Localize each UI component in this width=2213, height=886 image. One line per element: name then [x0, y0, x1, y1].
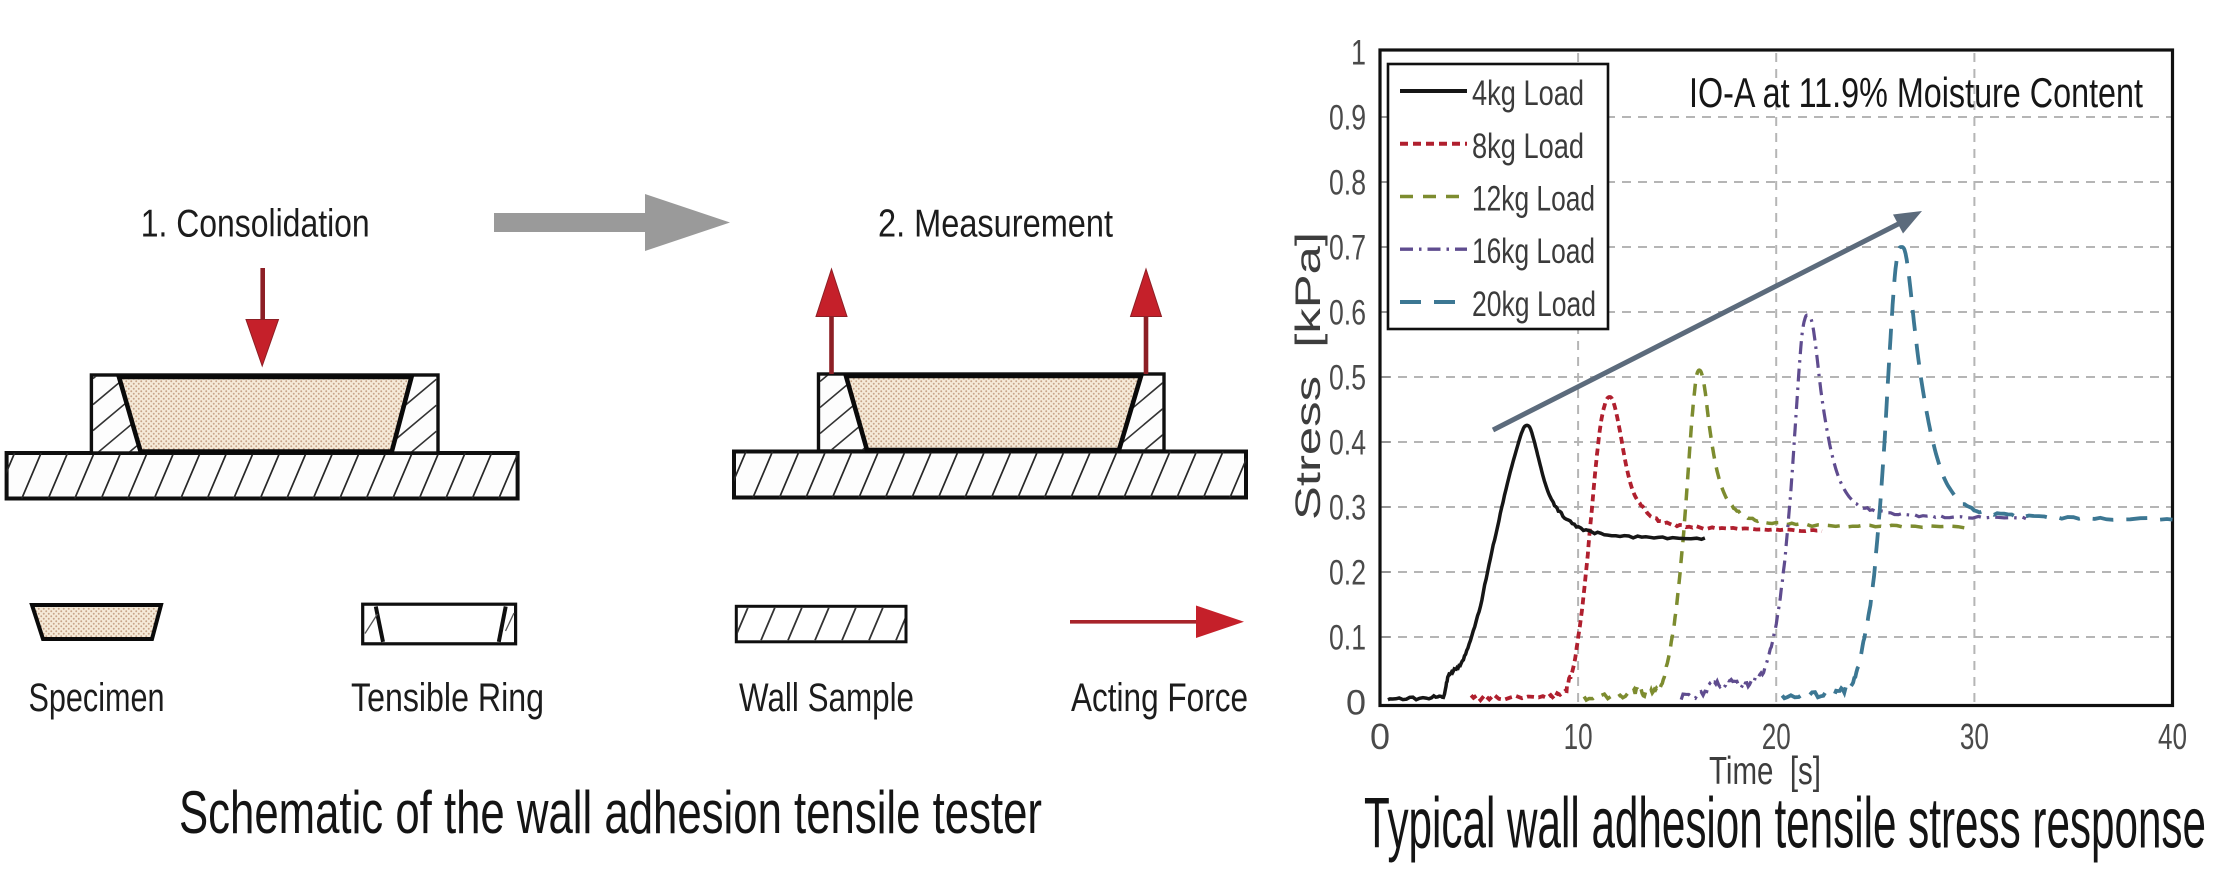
svg-text:0.8: 0.8 — [1329, 163, 1366, 203]
svg-text:8kg Load: 8kg Load — [1472, 127, 1584, 166]
svg-text:0.7: 0.7 — [1329, 228, 1366, 268]
svg-text:Schematic of the wall adhesion: Schematic of the wall adhesion tensile t… — [179, 779, 1042, 846]
svg-text:4kg Load: 4kg Load — [1472, 74, 1584, 113]
svg-text:Tensible Ring: Tensible Ring — [351, 676, 544, 720]
svg-text:IO-A at 11.9% Moisture Content: IO-A at 11.9% Moisture Content — [1689, 69, 2143, 116]
svg-text:10: 10 — [1564, 716, 1593, 757]
svg-text:0.5: 0.5 — [1329, 358, 1366, 398]
svg-text:16kg Load: 16kg Load — [1472, 232, 1595, 271]
svg-text:1. Consolidation: 1. Consolidation — [141, 202, 370, 245]
svg-text:0.9: 0.9 — [1329, 98, 1366, 138]
svg-text:20kg Load: 20kg Load — [1472, 285, 1596, 324]
svg-text:0.6: 0.6 — [1329, 293, 1366, 333]
svg-text:Typical wall adhesion tensile: Typical wall adhesion tensile stress res… — [1364, 785, 2206, 864]
svg-text:Acting Force: Acting Force — [1071, 676, 1248, 720]
svg-text:0.4: 0.4 — [1329, 423, 1366, 463]
svg-text:Stress [kPa]: Stress [kPa] — [1289, 232, 1328, 520]
svg-text:0: 0 — [1370, 716, 1390, 757]
svg-text:30: 30 — [1960, 716, 1989, 757]
svg-text:1: 1 — [1351, 33, 1366, 73]
svg-text:Specimen: Specimen — [29, 676, 165, 720]
svg-text:Wall Sample: Wall Sample — [739, 676, 914, 720]
svg-text:20: 20 — [1762, 716, 1791, 757]
svg-text:0.2: 0.2 — [1329, 553, 1366, 593]
svg-text:0.3: 0.3 — [1329, 488, 1366, 528]
svg-text:Time [s]: Time [s] — [1709, 750, 1821, 793]
svg-text:0.1: 0.1 — [1329, 618, 1366, 658]
svg-text:0: 0 — [1346, 683, 1366, 723]
svg-text:2. Measurement: 2. Measurement — [878, 202, 1113, 245]
svg-text:40: 40 — [2158, 716, 2187, 757]
svg-text:12kg Load: 12kg Load — [1472, 180, 1595, 219]
